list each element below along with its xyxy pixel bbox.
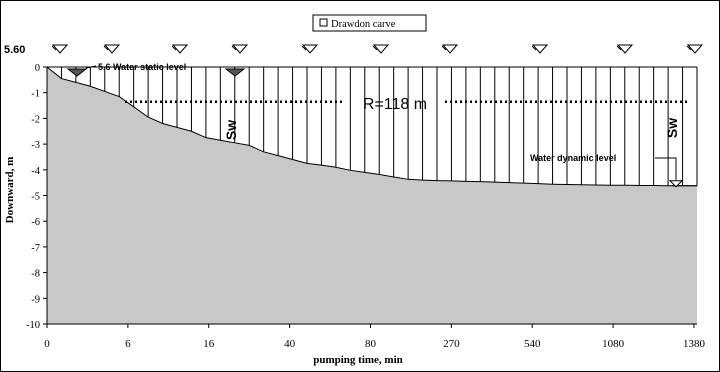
surface-triangle [301, 44, 319, 54]
x-tick-label: 1380 [683, 338, 706, 350]
dynamic-level-marker [668, 180, 684, 188]
surface-tick [103, 45, 109, 51]
y-tick-label: -7 [31, 243, 40, 254]
surface-tick [441, 45, 447, 51]
legend-label: Drawdon carve [331, 19, 396, 30]
surface-tick [372, 45, 378, 51]
static-level-marker [224, 68, 246, 77]
y-tick-label: -1 [31, 89, 40, 100]
annotations: Sw Sw [66, 65, 697, 188]
y-axis-title: Downward, m [4, 157, 16, 224]
x-axis-ticks: 0 6 16 40 80 270 540 1080 1380 [44, 324, 705, 350]
x-tick-label: 80 [365, 338, 377, 350]
legend-box [312, 14, 427, 32]
y-tick-label: -8 [31, 269, 40, 280]
x-tick-label: 0 [44, 338, 50, 350]
y-tick-label: -9 [31, 294, 40, 305]
surface-triangle [231, 44, 249, 54]
dynamic-level-pointer [655, 157, 677, 180]
x-tick-label: 540 [524, 338, 541, 350]
y-tick-label: -5 [31, 192, 40, 203]
x-tick-label: 6 [125, 338, 131, 350]
x-tick-label: 16 [203, 338, 215, 350]
static-level-marker [66, 68, 88, 77]
y-tick-label: 0 [35, 63, 40, 74]
surface-triangle [616, 44, 634, 54]
y-tick-label: -10 [26, 320, 40, 331]
y-tick-label: -6 [31, 217, 40, 228]
legend-marker [319, 18, 328, 27]
static-level-label: 5.6 Water static level [98, 62, 186, 72]
y-axis-ticks: 0 -1 -2 -3 -4 -5 -6 -7 -8 -9 -10 [26, 63, 47, 331]
drawdown-area [46, 66, 697, 324]
radius-label: R=118 m [363, 96, 427, 113]
drawdown-fill [47, 67, 697, 324]
drawdown-hatch [60, 67, 698, 186]
surface-tick [171, 45, 177, 51]
legend: Drawdon carve [312, 14, 427, 32]
x-axis-title: pumping time, min [313, 354, 403, 366]
surface-tick [51, 45, 57, 51]
sw-label-right: Sw [664, 118, 680, 138]
surface-triangle [171, 44, 189, 54]
x-tick-label: 270 [443, 338, 460, 350]
surface-tick [686, 45, 692, 51]
static-level-pointer [85, 65, 97, 69]
surface-triangle [441, 44, 459, 54]
drawdown-curve [46, 66, 697, 187]
surface-tick [301, 45, 307, 51]
y-tick-label: -3 [31, 140, 40, 151]
dynamic-level-label: Water dynamic level [530, 153, 616, 163]
x-tick-label: 40 [284, 338, 296, 350]
ground-surface-markers [47, 44, 704, 68]
y-tick-label: -4 [31, 166, 40, 177]
surface-tick [616, 45, 622, 51]
surface-tick [231, 45, 237, 51]
surface-triangle [103, 44, 121, 54]
surface-level-label: 5.60 [4, 44, 25, 56]
x-tick-label: 1080 [602, 338, 625, 350]
sw-label-left: Sw [223, 120, 239, 140]
surface-triangle [372, 44, 390, 54]
y-tick-label: -2 [31, 114, 40, 125]
surface-triangle [686, 44, 704, 54]
surface-triangle [531, 44, 549, 54]
surface-triangle [51, 44, 69, 54]
surface-tick [531, 45, 537, 51]
